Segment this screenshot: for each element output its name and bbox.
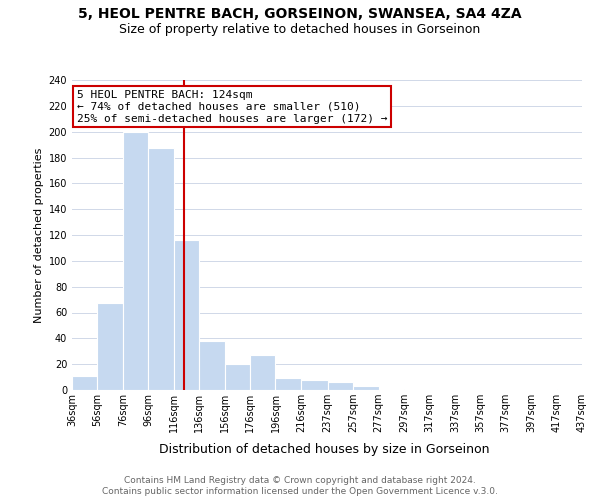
Text: Distribution of detached houses by size in Gorseinon: Distribution of detached houses by size … bbox=[159, 442, 489, 456]
Bar bbox=[148, 148, 174, 390]
Y-axis label: Number of detached properties: Number of detached properties bbox=[34, 148, 44, 322]
Text: Contains public sector information licensed under the Open Government Licence v.: Contains public sector information licen… bbox=[102, 488, 498, 496]
Bar bbox=[199, 341, 224, 390]
Bar bbox=[353, 386, 379, 390]
Bar bbox=[174, 240, 199, 390]
Bar bbox=[97, 304, 123, 390]
Text: Size of property relative to detached houses in Gorseinon: Size of property relative to detached ho… bbox=[119, 22, 481, 36]
Text: 5 HEOL PENTRE BACH: 124sqm
← 74% of detached houses are smaller (510)
25% of sem: 5 HEOL PENTRE BACH: 124sqm ← 74% of deta… bbox=[77, 90, 388, 124]
Bar bbox=[557, 388, 582, 390]
Bar bbox=[72, 376, 97, 390]
Bar bbox=[328, 382, 353, 390]
Bar bbox=[123, 132, 148, 390]
Bar bbox=[379, 388, 404, 390]
Bar bbox=[301, 380, 328, 390]
Text: Contains HM Land Registry data © Crown copyright and database right 2024.: Contains HM Land Registry data © Crown c… bbox=[124, 476, 476, 485]
Bar bbox=[224, 364, 250, 390]
Bar bbox=[250, 355, 275, 390]
Bar bbox=[275, 378, 301, 390]
Text: 5, HEOL PENTRE BACH, GORSEINON, SWANSEA, SA4 4ZA: 5, HEOL PENTRE BACH, GORSEINON, SWANSEA,… bbox=[78, 8, 522, 22]
